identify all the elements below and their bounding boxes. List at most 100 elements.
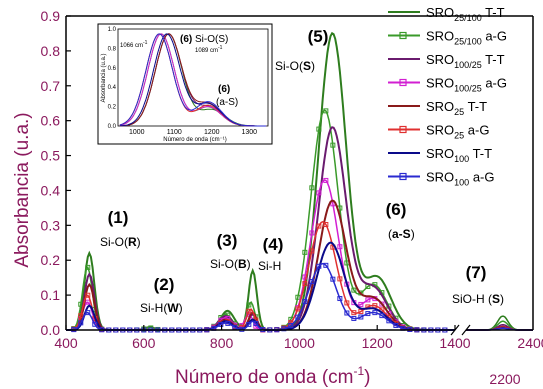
- y-tick-label: 0.9: [41, 8, 61, 24]
- series-marker-7: [78, 320, 84, 326]
- series-marker-7: [330, 276, 336, 282]
- y-tick-label: 0.5: [41, 148, 61, 164]
- legend-label: SRO25 a-G: [426, 123, 489, 141]
- annotation-number: (1): [108, 208, 129, 227]
- series-marker-7: [288, 322, 294, 328]
- inset-y-tick-label: 0.8: [108, 46, 117, 52]
- annotation-number: (2): [154, 275, 175, 294]
- series-marker-3: [365, 297, 371, 303]
- series-marker-7: [246, 321, 252, 327]
- inset-y-tick-label: 0.4: [108, 85, 117, 91]
- x-tick-label: 600: [132, 335, 156, 351]
- break-tick-label: 2400: [517, 335, 543, 351]
- x-tick-label: 1200: [362, 335, 393, 351]
- series-marker-3: [358, 301, 364, 307]
- series-marker-7: [218, 321, 224, 327]
- annotation-label: Si-H: [258, 259, 281, 273]
- y-tick-label: 0.1: [41, 287, 61, 303]
- annotation-label: (a-S): [388, 227, 415, 241]
- series-marker-7: [302, 299, 308, 305]
- annotation-number: (7): [466, 263, 487, 282]
- annotation-label: Si-O(S): [275, 59, 315, 73]
- y-tick-label: 0.7: [41, 78, 61, 94]
- series-marker-7: [337, 296, 343, 302]
- series-marker-5: [337, 276, 343, 282]
- inset-y-title: Absorbancia (u.a.): [101, 53, 107, 102]
- legend-marker: [399, 78, 407, 87]
- series-marker-7: [295, 314, 301, 320]
- series-marker-3: [85, 299, 91, 305]
- series-marker-5: [323, 222, 329, 228]
- legend-marker: [399, 125, 407, 134]
- y-tick-label: 0.3: [41, 217, 61, 233]
- legend-marker: [399, 31, 407, 40]
- legend-label: SRO100/25 T-T: [426, 52, 505, 70]
- legend-label: SRO25/100 T-T: [426, 5, 505, 23]
- inset-peak-label-1066: 1066 cm-1: [120, 40, 148, 49]
- series-marker-5: [309, 248, 315, 254]
- annotation-number: (5): [308, 27, 329, 46]
- main-axes: 0.0 0.1 0.2 0.3 0.4 0.5 0.6 0.7 0.8 0.9 400 600 800 1…: [41, 8, 543, 387]
- series-marker-7: [316, 263, 322, 269]
- x-axis-title-end: ): [364, 367, 370, 388]
- y-tick-label: 0.8: [41, 43, 61, 59]
- x-axis-title-main: Número de onda (cm: [175, 367, 353, 388]
- y-tick-label: 0.4: [41, 182, 61, 198]
- break-tick-label: 2200: [489, 371, 520, 387]
- series-marker-7: [309, 279, 315, 285]
- legend-label: SRO100 a-G: [426, 170, 495, 188]
- series-marker-7: [393, 322, 399, 328]
- series-marker-1: [316, 126, 322, 132]
- series-marker-1: [351, 287, 357, 293]
- inset-x-tick-label: 1100: [167, 129, 182, 136]
- inset-annotation-6b-num: (6): [218, 84, 230, 95]
- series-marker-7: [232, 324, 238, 330]
- series-marker-7: [281, 326, 287, 332]
- inset-x-tick-label: 1200: [204, 129, 220, 136]
- series-marker-1: [295, 294, 301, 300]
- inset-x-tick-label: 1000: [129, 129, 145, 136]
- x-tick-label: 1400: [439, 335, 470, 351]
- series-marker-5: [372, 303, 378, 309]
- series-marker-1: [246, 302, 252, 308]
- inset-y-tick-label: 0.0: [108, 124, 117, 130]
- series-marker-7: [92, 321, 98, 327]
- inset-x-tick-label: 1300: [241, 129, 257, 136]
- x-tick-label: 1000: [284, 335, 315, 351]
- series-marker-7: [365, 311, 371, 317]
- series-marker-5: [246, 308, 252, 314]
- y-tick-label: 0.0: [41, 322, 61, 338]
- series-marker-5: [344, 300, 350, 306]
- annotation-label: Si-O(R): [100, 235, 141, 249]
- legend-label: SRO25 T-T: [426, 99, 487, 117]
- inset-y-tick-label: 0.2: [108, 105, 117, 111]
- series-marker-1: [323, 108, 329, 114]
- series-marker-1: [309, 185, 315, 191]
- series-marker-7: [379, 313, 385, 319]
- series-marker-3: [316, 190, 322, 196]
- inset-y-tick-label: 1.0: [108, 27, 117, 33]
- series-marker-5: [316, 223, 322, 229]
- legend: SRO25/100 T-T SRO25/100 a-G SRO100/25 T-T S…: [388, 5, 507, 188]
- peak-annotations: (1) Si-O(R) (2) Si-H(W) (3) Si-O(B) (4) Si-H (5)…: [100, 27, 504, 315]
- annotation-number: (3): [217, 231, 238, 250]
- axis-break-mark: [461, 324, 471, 336]
- series-marker-3: [337, 244, 343, 250]
- legend-label: SRO100 T-T: [426, 146, 492, 164]
- legend-label: SRO100/25 a-G: [426, 76, 507, 94]
- inset-y-tick-label: 0.6: [108, 66, 117, 72]
- inset-peak-label-1089: 1089 cm-1: [195, 45, 223, 54]
- x-axis-title-sup: -1: [353, 364, 364, 378]
- annotation-number: (4): [263, 235, 284, 254]
- y-axis-title: Absorbancia (u.a.): [12, 112, 33, 267]
- series-marker-3: [323, 177, 329, 183]
- series-marker-7: [386, 318, 392, 324]
- y-tick-label: 0.2: [41, 252, 61, 268]
- annotation-label: Si-H(W): [140, 301, 183, 315]
- inset-x-title: Número de onda (cm⁻¹): [163, 137, 227, 143]
- series-marker-7: [372, 310, 378, 316]
- series-marker-5: [78, 313, 84, 319]
- series-marker-7: [85, 310, 91, 316]
- inset-annotation-6: (6) Si-O(S): [180, 34, 228, 45]
